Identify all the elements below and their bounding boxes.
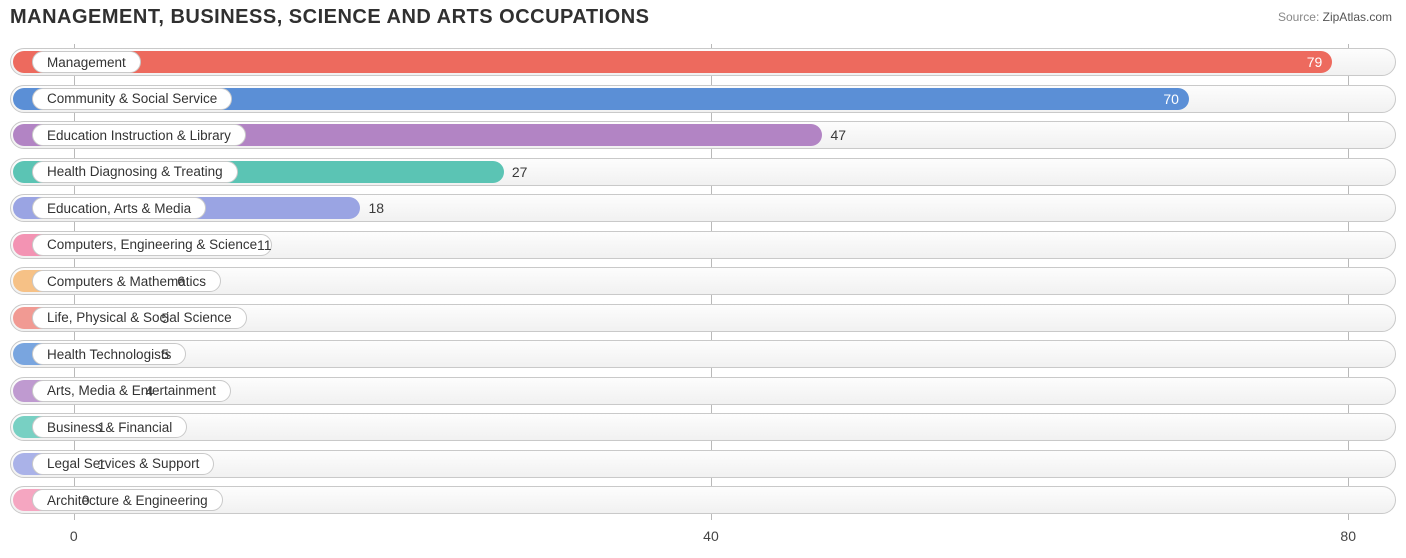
bar-value-label: 70 — [10, 85, 1189, 113]
source-value: ZipAtlas.com — [1323, 10, 1392, 24]
bar-row: Arts, Media & Entertainment4 — [10, 377, 1396, 405]
bar-value-label: 27 — [504, 158, 528, 186]
bar-category-label: Health Diagnosing & Treating — [32, 161, 238, 183]
source-attribution: Source: ZipAtlas.com — [1278, 10, 1392, 24]
bar-category-label: Architecture & Engineering — [32, 489, 223, 511]
bar-value-label: 5 — [153, 304, 169, 332]
bar-category-label: Computers, Engineering & Science — [32, 234, 272, 256]
bar-row: Life, Physical & Social Science5 — [10, 304, 1396, 332]
bar-row: Computers, Engineering & Science11 — [10, 231, 1396, 259]
bar-value-label: 1 — [90, 450, 106, 478]
bar-row: Legal Services & Support1 — [10, 450, 1396, 478]
x-tick-label: 0 — [70, 528, 78, 544]
bar-category-label: Life, Physical & Social Science — [32, 307, 247, 329]
source-label: Source: — [1278, 10, 1319, 24]
occupations-bar-chart: Management79 Community & Social Service70… — [10, 44, 1396, 548]
bar-track — [10, 413, 1396, 441]
bar-row: Health Diagnosing & Treating 27 — [10, 158, 1396, 186]
bar-category-label: Education, Arts & Media — [32, 197, 206, 219]
bar-row: Management79 — [10, 48, 1396, 76]
bar-value-label: 4 — [137, 377, 153, 405]
bar-row: Health Technologists5 — [10, 340, 1396, 368]
bar-category-label: Education Instruction & Library — [32, 124, 246, 146]
bar-row: Community & Social Service70 — [10, 85, 1396, 113]
bar-row: Education Instruction & Library 47 — [10, 121, 1396, 149]
bar-value-label: 18 — [360, 194, 384, 222]
bar-value-label: 1 — [90, 413, 106, 441]
plot-area: Management79 Community & Social Service70… — [10, 44, 1396, 520]
bar-value-label: 11 — [249, 231, 272, 259]
chart-title: MANAGEMENT, BUSINESS, SCIENCE AND ARTS O… — [10, 6, 649, 29]
bar-category-label: Computers & Mathematics — [32, 270, 221, 292]
bar-row: Business & Financial1 — [10, 413, 1396, 441]
bar-value-label: 47 — [822, 121, 846, 149]
bar-row: Architecture & Engineering0 — [10, 486, 1396, 514]
bar-value-label: 0 — [74, 486, 90, 514]
bar-value-label: 5 — [153, 340, 169, 368]
x-tick-label: 80 — [1340, 528, 1356, 544]
bar-category-label: Arts, Media & Entertainment — [32, 380, 231, 402]
bar-category-label: Legal Services & Support — [32, 453, 214, 475]
bar-row: Computers & Mathematics6 — [10, 267, 1396, 295]
bar-value-label: 79 — [10, 48, 1332, 76]
bar-track — [10, 340, 1396, 368]
x-tick-label: 40 — [703, 528, 719, 544]
bar-track — [10, 450, 1396, 478]
bar-row: Education, Arts & Media 18 — [10, 194, 1396, 222]
bar-value-label: 6 — [169, 267, 185, 295]
bar-category-label: Business & Financial — [32, 416, 187, 438]
